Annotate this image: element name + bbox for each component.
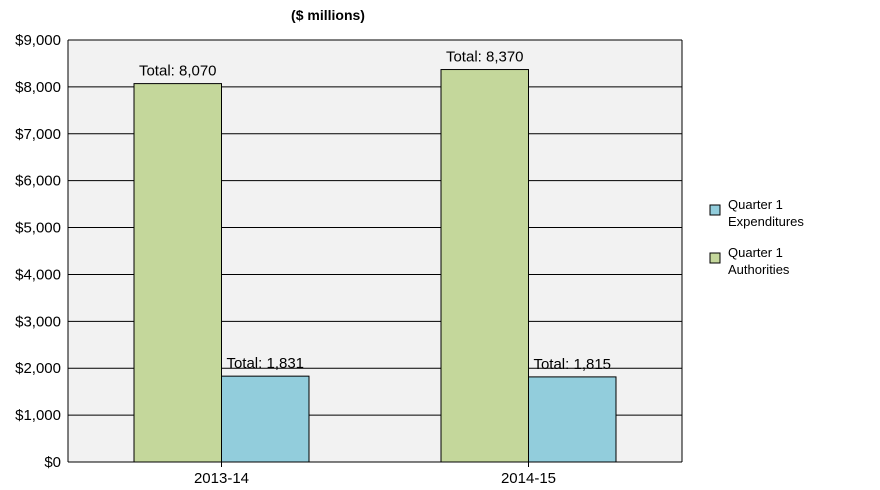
data-label: Total: 1,815 [533,356,611,373]
y-tick-label: $3,000 [15,313,61,330]
y-tick-label: $5,000 [15,220,61,237]
y-tick-label: $6,000 [15,173,61,190]
legend-label: Quarter 1 [728,197,783,212]
legend-swatch [709,252,721,264]
bar-authorities-2013-14 [133,83,223,463]
y-tick-label: $7,000 [15,126,61,143]
bars [133,69,617,463]
x-axis-tick-labels: 2013-14 2014-15 [68,461,682,487]
bar-expenditures-2014-15 [528,376,617,463]
x-tick-label: 2013-14 [194,470,249,487]
data-label: Total: 8,370 [446,49,524,66]
y-tick-label: $0 [44,454,61,471]
y-axis-tick-labels: $0 $1,000 $2,000 $3,000 $4,000 $5,000 $6,000 $7… [15,32,61,471]
y-tick-label: $2,000 [15,360,61,377]
legend-swatch [709,204,721,216]
data-label: Total: 1,831 [226,355,304,372]
y-tick-label: $1,000 [15,407,61,424]
bar-authorities-2014-15 [440,69,530,463]
data-label: Total: 8,070 [139,63,217,80]
legend-label: Authorities [728,262,790,277]
data-labels: Total: 8,070 Total: 1,831 Total: 8,370 Tota… [139,49,611,373]
legend-label: Expenditures [728,214,804,229]
y-tick-label: $8,000 [15,79,61,96]
chart-title: ($ millions) [291,7,365,23]
legend: Quarter 1 Expenditures Quarter 1 Authoritie… [709,197,804,277]
bar-expenditures-2013-14 [221,375,310,463]
legend-label: Quarter 1 [728,245,783,260]
y-tick-label: $9,000 [15,32,61,49]
x-tick-label: 2014-15 [501,470,556,487]
y-tick-label: $4,000 [15,266,61,283]
